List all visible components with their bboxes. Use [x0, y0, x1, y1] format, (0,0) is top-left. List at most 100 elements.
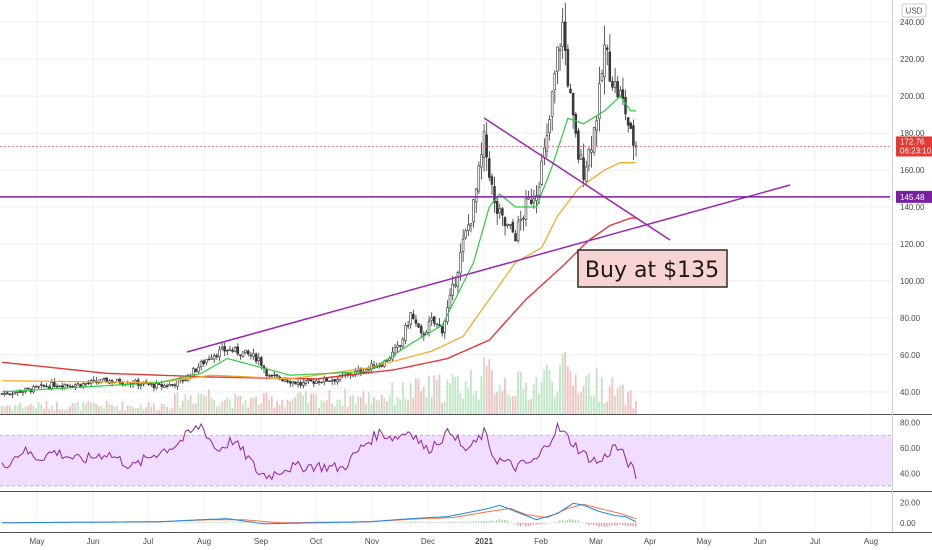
time-tick-label: Sep	[254, 537, 269, 546]
volume-bar	[163, 404, 166, 414]
volume-bar	[37, 401, 40, 414]
volume-bar	[580, 392, 582, 414]
macd-hist-bar	[559, 520, 561, 523]
candle	[385, 359, 389, 362]
volume-bar	[90, 402, 92, 414]
candle	[629, 121, 633, 129]
candle	[514, 229, 517, 242]
volume-bar	[627, 391, 629, 414]
macd-hist-bar	[129, 522, 131, 524]
candle	[503, 215, 507, 236]
macd-hist-bar	[268, 522, 270, 524]
price-tick-label: 100.00	[900, 277, 925, 286]
macd-hist-bar	[472, 521, 474, 523]
candle	[307, 379, 310, 385]
macd-hist-bar	[359, 522, 362, 524]
candle	[535, 184, 538, 214]
volume-bar	[435, 379, 438, 414]
candle	[469, 223, 473, 233]
macd-hist-bar	[247, 522, 249, 523]
candle	[39, 381, 43, 389]
macd-hist-bar	[514, 522, 516, 524]
macd-hist-bar	[485, 521, 488, 523]
rsi-tick-label: 40.00	[900, 469, 921, 478]
candle	[21, 391, 25, 397]
macd-hist-bar	[490, 520, 493, 523]
macd-hist-bar	[184, 521, 186, 523]
macd-hist-bar	[223, 521, 226, 523]
candle	[241, 351, 245, 358]
macd-hist-bar	[627, 522, 629, 526]
volume-bar	[48, 409, 50, 414]
volume-bar	[103, 408, 105, 414]
macd-hist-bar	[451, 521, 454, 523]
volume-bar	[53, 410, 56, 414]
macd-hist-bar	[205, 521, 207, 523]
volume-bar	[475, 390, 478, 414]
macd-hist-bar	[202, 522, 205, 523]
volume-bar	[338, 399, 341, 414]
time-tick-label: 2021	[475, 537, 493, 546]
candle	[587, 147, 591, 172]
volume-bar	[490, 369, 493, 414]
candle	[493, 176, 496, 213]
currency-badge[interactable]: USD	[901, 3, 927, 18]
volume-bar	[61, 409, 64, 414]
volume-bar	[1, 406, 3, 414]
macd-hist-bar	[614, 522, 616, 526]
time-tick-label: May	[29, 537, 44, 546]
price-tick-label: 120.00	[900, 240, 925, 249]
candle	[239, 354, 242, 360]
candle	[406, 320, 410, 330]
volume-bar	[462, 399, 464, 414]
volume-bar	[234, 393, 236, 414]
candle	[291, 381, 295, 387]
macd-hist-bar	[105, 522, 108, 524]
volume-bar	[82, 401, 85, 414]
volume-bar	[600, 377, 603, 414]
volume-bar	[548, 369, 551, 414]
candle	[477, 161, 481, 195]
macd-hist-bar	[378, 522, 380, 523]
macd-hist-bar	[139, 522, 142, 524]
candle	[152, 382, 156, 392]
volume-bar	[158, 410, 161, 414]
volume-bar	[118, 410, 121, 414]
candle	[414, 314, 418, 327]
candle	[490, 173, 494, 195]
macd-hist-bar	[126, 522, 129, 524]
macd-hist-bar	[498, 518, 501, 523]
time-tick-label: Aug	[197, 537, 211, 546]
level-badge: 145.48	[896, 190, 932, 203]
volume-bar	[113, 406, 116, 414]
volume-bar	[189, 395, 192, 414]
volume-bar	[239, 395, 242, 414]
volume-bar	[226, 397, 229, 414]
candle	[299, 380, 302, 389]
rsi-tick-label: 60.00	[900, 444, 921, 453]
volume-bar	[598, 401, 601, 414]
candle	[296, 379, 300, 388]
candle	[495, 197, 499, 225]
macd-hist-bar	[74, 522, 76, 524]
candle	[404, 322, 407, 345]
volume-bar	[341, 405, 344, 414]
macd-hist-bar	[606, 522, 608, 527]
volume-bar	[213, 399, 216, 414]
volume-bar	[354, 404, 357, 414]
volume-bar	[32, 406, 35, 414]
macd-hist-bar	[433, 521, 435, 523]
candle	[461, 229, 465, 262]
macd-hist-bar	[467, 521, 469, 523]
candle	[60, 382, 64, 391]
volume-bar	[74, 403, 77, 414]
candle	[571, 92, 575, 129]
volume-bar	[333, 406, 336, 414]
macd-hist-bar	[462, 521, 464, 523]
macd-hist-bar	[365, 522, 367, 524]
macd-hist-bar	[527, 522, 530, 527]
candle	[294, 381, 297, 385]
macd-hist-bar	[619, 522, 621, 525]
volume-bar	[24, 406, 27, 414]
volume-bar	[394, 404, 396, 414]
